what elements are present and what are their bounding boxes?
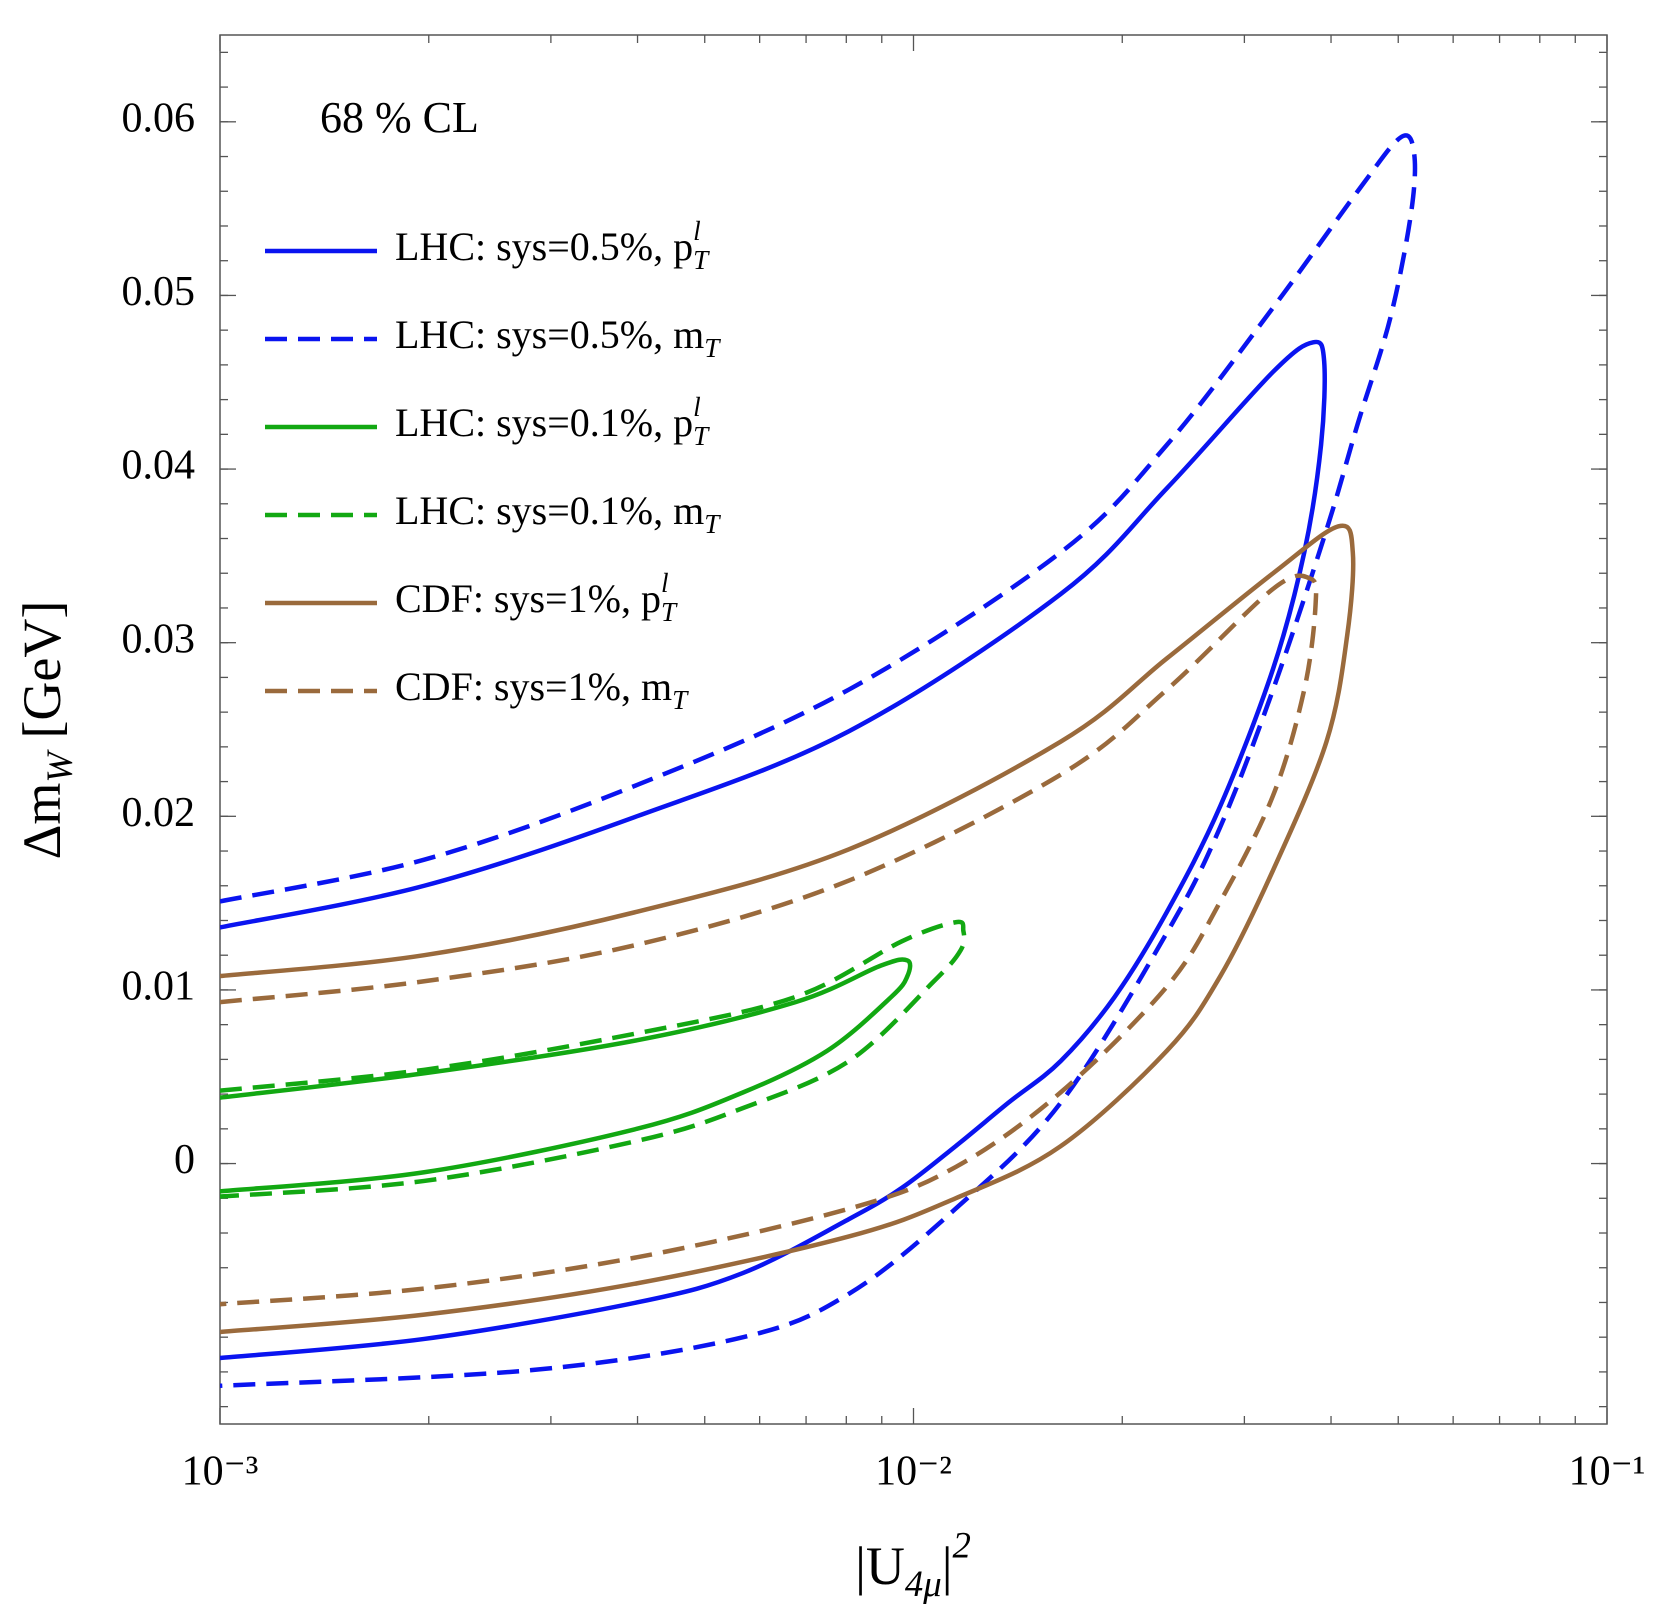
legend-label: LHC: sys=0.1%, mT	[395, 488, 721, 539]
series-line	[220, 919, 967, 1199]
y-tick-label: 0.01	[122, 964, 196, 1010]
legend-label: LHC: sys=0.5%, mT	[395, 312, 721, 363]
annotation: 68 % CL	[320, 93, 479, 142]
series-line	[220, 133, 1418, 1389]
x-tick-label: 10⁻²	[875, 1449, 952, 1495]
legend-label: LHC: sys=0.5%, pTl	[395, 216, 710, 275]
x-axis-label: |U4μ|2	[855, 1525, 971, 1605]
y-tick-label: 0	[174, 1137, 195, 1183]
series-line	[220, 573, 1319, 1307]
series-line	[220, 523, 1356, 1335]
y-tick-label: 0.06	[122, 95, 196, 141]
y-tick-label: 0.05	[122, 269, 196, 315]
legend-label: CDF: sys=1%, mT	[395, 664, 689, 715]
legend-label: CDF: sys=1%, pTl	[395, 568, 678, 627]
x-tick-label: 10⁻³	[182, 1449, 259, 1495]
series-line	[220, 957, 913, 1194]
y-tick-label: 0.03	[122, 616, 196, 662]
y-axis-label: ΔmW [GeV]	[12, 601, 80, 860]
y-tick-label: 0.02	[122, 790, 196, 836]
y-tick-label: 0.04	[122, 443, 196, 489]
x-tick-label: 10⁻¹	[1569, 1449, 1646, 1495]
series-line	[220, 339, 1327, 1361]
legend-label: LHC: sys=0.1%, pTl	[395, 392, 710, 451]
